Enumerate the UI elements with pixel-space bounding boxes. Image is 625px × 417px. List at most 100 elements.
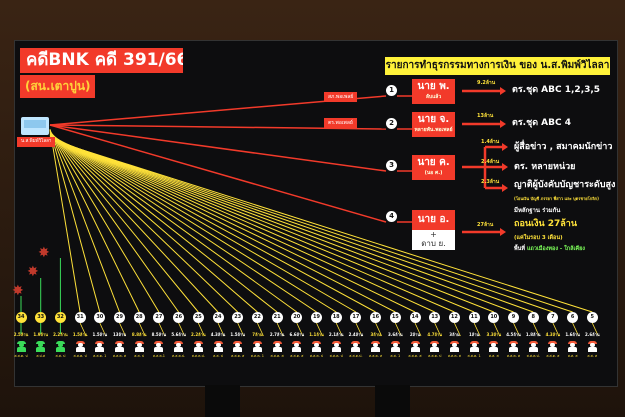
- recipient-label: ส.ส.ต. ป: [428, 354, 442, 358]
- yellow-connector: [532, 322, 540, 337]
- recipient-label: ส.ส.ต. ส: [447, 354, 461, 358]
- recipient-number: 15: [389, 312, 401, 323]
- recipient-amount: 2.2ล้าน: [53, 332, 68, 337]
- branch-1-note: ลับแล้ว: [425, 94, 442, 100]
- recipient-label: ส.ส. ส: [587, 354, 598, 358]
- yellow-connector: [49, 132, 258, 313]
- branch-3-sub-1-amount: 1.4ล้าน: [481, 139, 500, 145]
- person-icon: [292, 341, 302, 352]
- branch-3-sub-2-amount: 2.4ล้าน: [481, 159, 500, 165]
- recipient-number: 34: [15, 312, 27, 323]
- recipient-node: 23 1.5ล้าน ส.ส.ต. ส: [229, 312, 247, 359]
- yellow-connector: [394, 322, 402, 337]
- recipient-label: ส.ส.ต.1: [152, 354, 165, 358]
- person-icon: [213, 341, 223, 352]
- recipient-node: 5 2.6ล้านส.ส. ส: [583, 312, 601, 359]
- yellow-connector: [473, 322, 481, 337]
- recipient-node: 12 3ล้าน ส.ส.ต. ส: [445, 312, 463, 359]
- recipient-label: ส.ส.ต.ป.: [349, 354, 363, 358]
- person-icon: [115, 341, 124, 352]
- recipient-label: ส.ส.ต. 1: [93, 354, 107, 358]
- recipient-amount: 2.2ล้าน: [191, 332, 206, 337]
- branch-3-name: นาย ค.: [417, 157, 450, 168]
- yellow-connector: [49, 133, 337, 313]
- yellow-connector: [49, 130, 180, 313]
- recipient-node: 6 1.6ล้าน ส.ส. ส: [564, 312, 582, 359]
- recipient-amount: 8.8ล้าน: [131, 332, 147, 337]
- recipient-label: ส.ส. ป: [55, 354, 66, 358]
- recipient-label: ส.ส. 1: [390, 354, 401, 358]
- yellow-connector: [79, 322, 87, 337]
- branch-3-sub-1-destination: ผู้สื่อข่าว , สมาคมนักข่าว: [514, 142, 613, 152]
- branch-2-number: 2: [386, 118, 397, 129]
- yellow-connector: [49, 136, 455, 313]
- recipient-label: ส.ส.ต. ป: [73, 354, 87, 358]
- yellow-connector: [49, 130, 140, 313]
- recipient-number: 5: [586, 312, 598, 323]
- recipient-number: 32: [54, 312, 66, 323]
- recipient-number: 31: [74, 312, 86, 323]
- recipient-node: 22 7ล้าน ส.ส.ต. 1: [248, 312, 266, 359]
- yellow-connector: [49, 129, 81, 313]
- recipient-node: 34 2.5ล้าน ส.ส.ต. ป: [12, 312, 30, 359]
- branch-2-name: นาย จ.: [417, 114, 450, 125]
- person-icon: [351, 341, 361, 352]
- recipient-number: 9: [508, 312, 519, 323]
- recipient-label: ส.ส.ต. ป: [329, 354, 343, 358]
- recipient-label: ส.ส.ต. 1: [250, 354, 264, 358]
- yellow-connector: [49, 135, 416, 313]
- recipient-number: 7: [547, 312, 559, 323]
- branch-4-line-1: มีหลักฐาน ร่วมกัน: [514, 207, 561, 214]
- recipient-node: 24 4.3ล้าน ส.ส. ป: [209, 312, 227, 359]
- recipient-number: 21: [271, 312, 283, 323]
- red-connector: [49, 124, 387, 172]
- person-icon: [272, 341, 282, 352]
- recipient-amount: 1.5ล้าน: [230, 332, 245, 337]
- person-icon: [193, 341, 203, 352]
- person-icon: [252, 341, 262, 352]
- arrow-head: [502, 163, 508, 171]
- recipient-number: 13: [429, 312, 441, 323]
- person-icon: [489, 341, 499, 352]
- recipient-amount: 2.6ล้าน: [585, 332, 600, 337]
- yellow-connector: [49, 137, 494, 313]
- recipient-number: 24: [212, 312, 224, 323]
- branch-1-person: นาย พ. ลับแล้ว: [412, 79, 455, 104]
- arrow-head: [502, 184, 508, 192]
- recipient-node: 29 13ล้าน ส.ส.ต. ส: [111, 312, 129, 359]
- recipient-node: 19 1.1ล้าน ส.ส.ต. ป: [308, 312, 326, 359]
- recipient-amount: 1.6ล้าน: [565, 332, 580, 337]
- recipient-label: ส.ส.ต.ป.: [191, 354, 205, 358]
- branch-4-name: นาย อ.: [412, 210, 455, 230]
- person-icon: [469, 341, 479, 352]
- yellow-connector: [49, 131, 199, 313]
- branch-4-plus: +: [430, 230, 437, 239]
- recipient-label: ส.ส.ต. ป: [309, 354, 324, 358]
- person-icon: [371, 341, 381, 352]
- recipient-label: ส.ส.ต. ส: [231, 354, 245, 358]
- person-icon: [410, 341, 420, 352]
- recipient-amount: 5.6ล้าน: [171, 332, 186, 337]
- recipient-number: 29: [114, 312, 125, 323]
- yellow-connector: [49, 137, 534, 313]
- recipient-number: 30: [94, 312, 106, 323]
- recipient-label: ส.ส.ต. ส: [290, 354, 304, 358]
- recipient-label: ส.ส.ต. 1: [467, 354, 481, 358]
- recipient-label: ส.ส.ต. ส: [369, 354, 383, 358]
- yellow-connector: [49, 137, 514, 313]
- recipient-node: 32 2.2ล้านส.ส. ป: [51, 312, 69, 359]
- branch-3-sub-2-destination: ตร. หลายหน่วย: [514, 162, 576, 172]
- yellow-connector: [355, 322, 363, 337]
- recipient-amount: 2.4ล้าน: [348, 332, 364, 337]
- recipient-amount: 1ล้าน: [468, 332, 480, 337]
- recipient-node: 11 1ล้าน ส.ส.ต. 1: [465, 312, 483, 359]
- recipient-node: 9 4.5ล้าน ส.ส.ต. ส: [505, 312, 523, 359]
- recipient-node: 25 2.2ล้าน ส.ส.ต.ป.: [189, 312, 207, 359]
- yellow-connector: [49, 132, 239, 313]
- person-icon: [587, 341, 597, 352]
- yellow-connector: [49, 129, 120, 313]
- branch-2-person: นาย จ. หลายพัน.พอเพลย์: [412, 112, 455, 137]
- recipient-label: ส.ส.ต. ส: [112, 354, 127, 358]
- recipient-node: 15 3.6ล้าน ส.ส. 1: [386, 312, 404, 359]
- yellow-connector: [138, 322, 146, 337]
